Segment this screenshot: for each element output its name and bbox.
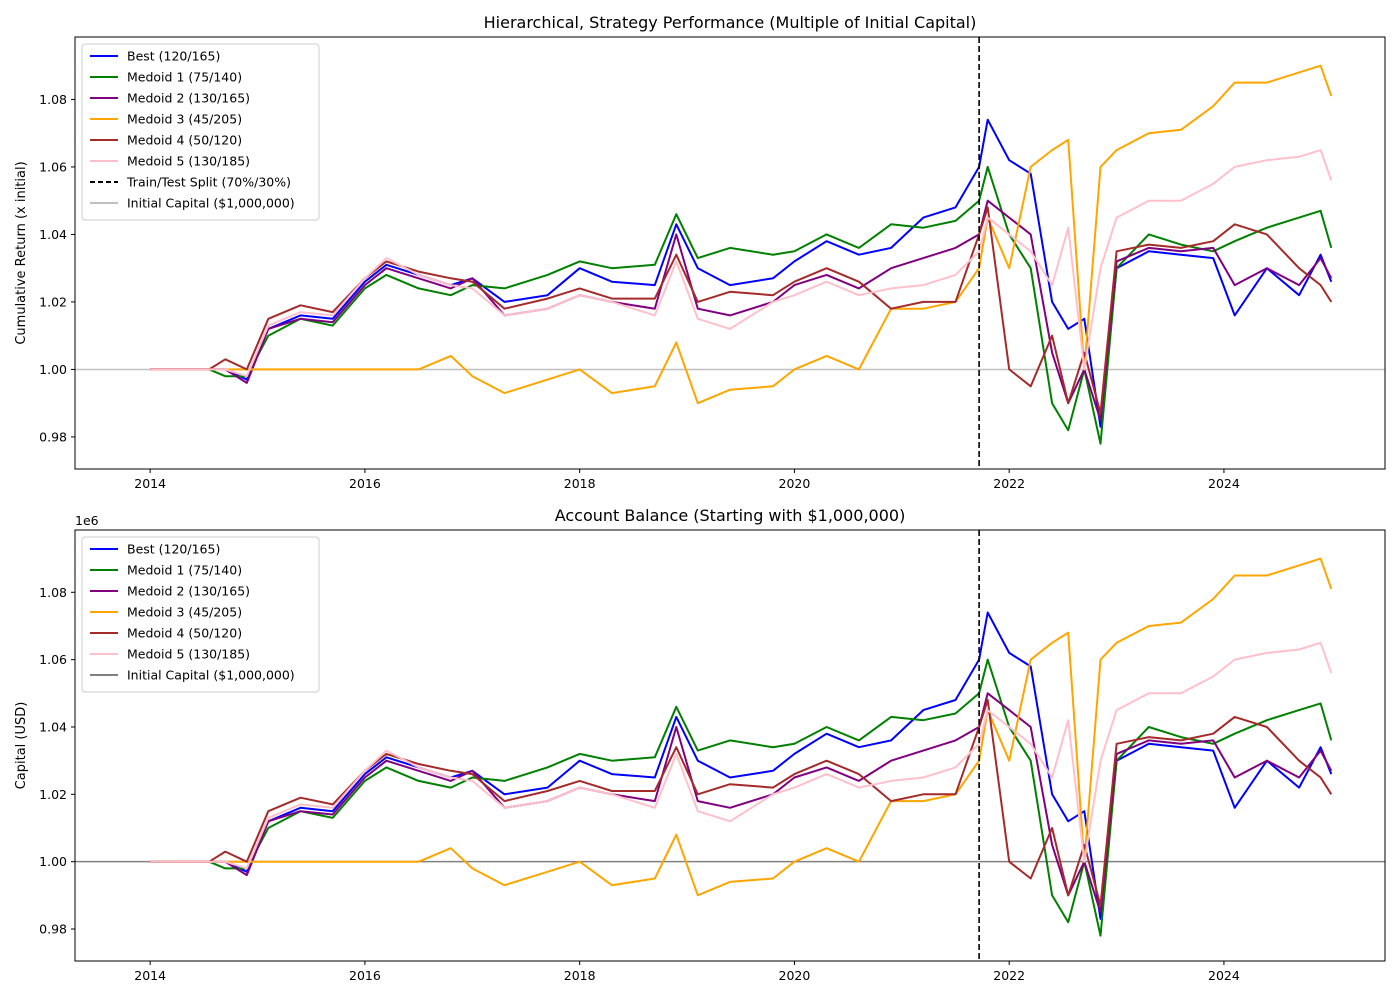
y-axis-label: Capital (USD): [14, 702, 29, 790]
series-line-1: [150, 118, 1333, 428]
x-tick-label: 2018: [564, 476, 596, 491]
legend-initial-capital-label: Initial Capital ($1,000,000): [127, 196, 295, 211]
x-tick-label: 2016: [349, 968, 381, 983]
x-tick-label: 2016: [349, 476, 381, 491]
legend-series-6-label: Medoid 5 (130/185): [127, 154, 250, 169]
x-tick-label: 2018: [564, 968, 596, 983]
axes-frame: [74, 529, 1386, 962]
y-tick-label: 1.00: [39, 854, 67, 869]
y-tick-label: 1.08: [39, 585, 67, 600]
legend: Best (120/165) Medoid 1 (75/140) Medoid 2 …: [81, 536, 320, 693]
chart-title: Account Balance (Starting with $1,000,00…: [555, 506, 906, 525]
chart-title: Hierarchical, Strategy Performance (Mult…: [484, 13, 977, 32]
series-line-6: [150, 149, 1333, 378]
series-line-3: [150, 692, 1333, 914]
legend-initial-capital-label: Initial Capital ($1,000,000): [127, 668, 295, 683]
legend-series-2-label: Medoid 1 (75/140): [127, 70, 242, 85]
performance-chart: Hierarchical, Strategy Performance (Mult…: [14, 13, 1386, 491]
legend-split-label: Train/Test Split (70%/30%): [126, 175, 291, 190]
y-tick-label: 1.02: [39, 787, 67, 802]
series-line-4: [150, 557, 1333, 897]
y-tick-label: 0.98: [39, 429, 67, 444]
y-tick-label: 1.06: [39, 159, 67, 174]
legend-series-1-label: Best (120/165): [127, 49, 220, 64]
x-tick-label: 2020: [779, 968, 811, 983]
y-tick-label: 1.06: [39, 652, 67, 667]
x-tick-label: 2020: [779, 476, 811, 491]
y-tick-label: 1.02: [39, 294, 67, 309]
axes-frame: [74, 36, 1386, 470]
legend-series-6-label: Medoid 5 (130/185): [127, 647, 250, 662]
y-tick-label: 0.98: [39, 922, 67, 937]
legend-box: [81, 43, 320, 221]
x-tick-label: 2014: [134, 968, 166, 983]
legend-box: [81, 536, 320, 693]
x-tick-label: 2024: [1208, 968, 1240, 983]
legend-series-3-label: Medoid 2 (130/165): [127, 584, 250, 599]
y-tick-label: 1.04: [39, 719, 67, 734]
x-tick-label: 2024: [1208, 476, 1240, 491]
x-tick-label: 2022: [993, 968, 1025, 983]
plot-area: [75, 530, 1385, 961]
series-line-4: [150, 64, 1333, 405]
y-tick-label: 1.04: [39, 227, 67, 242]
legend-series-4-label: Medoid 3 (45/205): [127, 112, 242, 127]
x-tick-label: 2014: [134, 476, 166, 491]
series-line-2: [150, 658, 1333, 937]
y-axis-offset-text: 1e6: [75, 513, 99, 528]
legend-series-3-label: Medoid 2 (130/165): [127, 91, 250, 106]
legend-series-2-label: Medoid 1 (75/140): [127, 563, 242, 578]
series-line-6: [150, 641, 1333, 870]
series-line-1: [150, 611, 1333, 920]
y-axis-label: Cumulative Return (x initial): [14, 161, 29, 344]
y-tick-label: 1.08: [39, 92, 67, 107]
plot-area: [75, 37, 1385, 469]
legend-series-1-label: Best (120/165): [127, 542, 220, 557]
series-line-2: [150, 165, 1333, 445]
legend-series-5-label: Medoid 4 (50/120): [127, 626, 242, 641]
account-balance-chart: Account Balance (Starting with $1,000,00…: [14, 506, 1386, 983]
series-line-3: [150, 199, 1333, 422]
y-tick-label: 1.00: [39, 362, 67, 377]
legend-series-5-label: Medoid 4 (50/120): [127, 133, 242, 148]
x-tick-label: 2022: [993, 476, 1025, 491]
legend-series-4-label: Medoid 3 (45/205): [127, 605, 242, 620]
legend: Best (120/165) Medoid 1 (75/140) Medoid 2 …: [81, 43, 320, 221]
